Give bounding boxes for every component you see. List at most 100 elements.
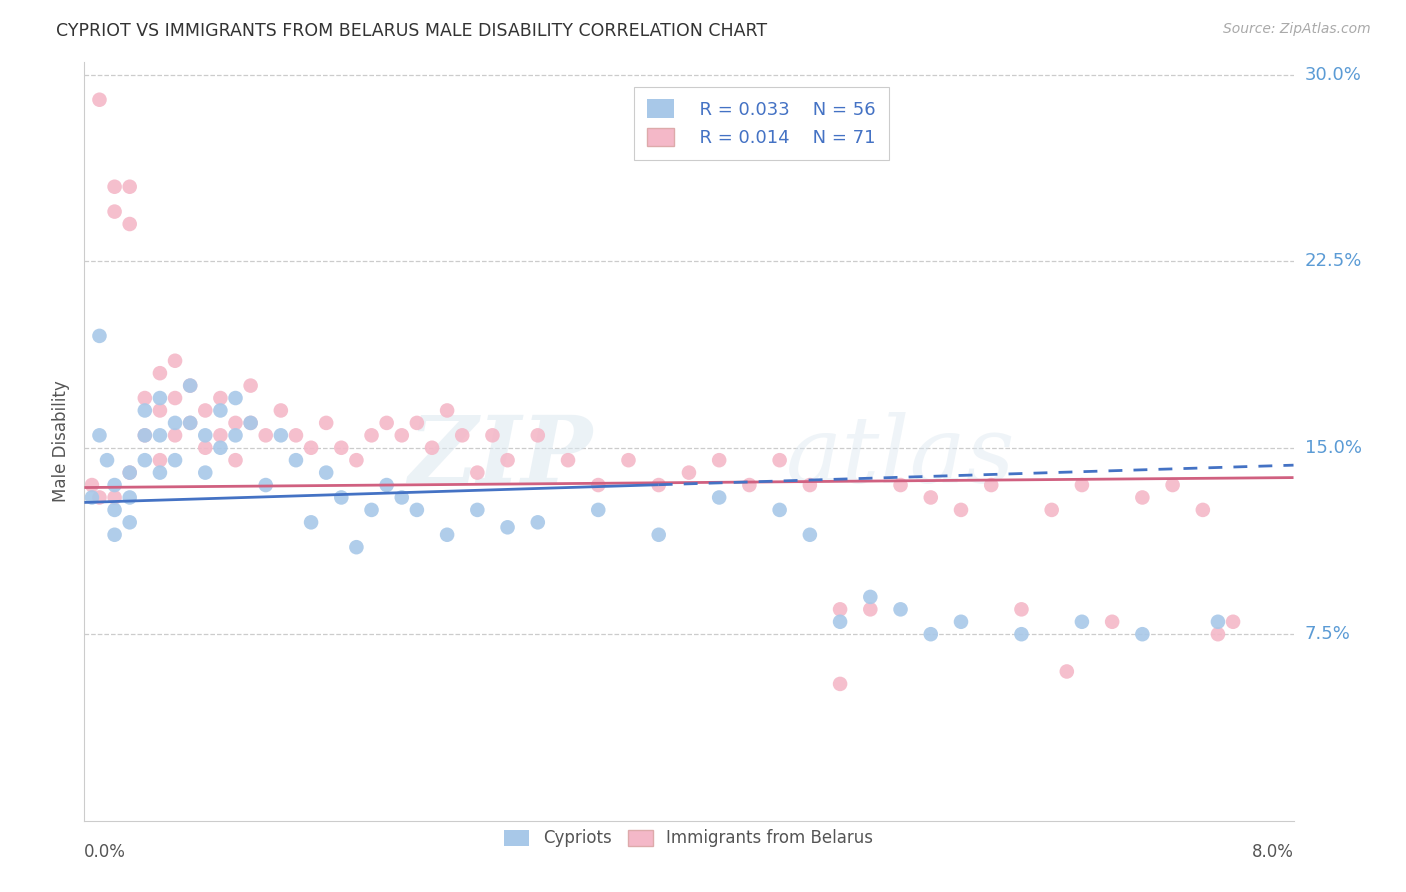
Point — [165, 416, 187, 430]
Point — [270, 428, 292, 442]
Point — [104, 528, 127, 542]
Point — [254, 478, 277, 492]
Point — [920, 627, 942, 641]
Point — [194, 441, 217, 455]
Point — [1132, 491, 1154, 505]
Point — [467, 466, 489, 480]
Point — [118, 466, 141, 480]
Point — [360, 428, 382, 442]
Point — [165, 428, 187, 442]
Point — [89, 491, 111, 505]
Point — [890, 602, 912, 616]
Text: CYPRIOT VS IMMIGRANTS FROM BELARUS MALE DISABILITY CORRELATION CHART: CYPRIOT VS IMMIGRANTS FROM BELARUS MALE … — [56, 22, 768, 40]
Text: 22.5%: 22.5% — [1305, 252, 1362, 270]
Point — [209, 428, 232, 442]
Point — [617, 453, 640, 467]
Point — [80, 491, 103, 505]
Text: 7.5%: 7.5% — [1305, 625, 1351, 643]
Point — [406, 503, 429, 517]
Point — [709, 491, 731, 505]
Point — [451, 428, 474, 442]
Text: 30.0%: 30.0% — [1305, 66, 1361, 84]
Point — [330, 441, 353, 455]
Point — [134, 403, 156, 417]
Point — [134, 428, 156, 442]
Point — [89, 428, 111, 442]
Point — [89, 93, 111, 107]
Point — [209, 403, 232, 417]
Point — [436, 528, 458, 542]
Point — [1101, 615, 1123, 629]
Point — [179, 378, 201, 392]
Point — [375, 416, 398, 430]
Point — [104, 478, 127, 492]
Point — [104, 204, 127, 219]
Point — [179, 416, 201, 430]
Point — [391, 491, 413, 505]
Point — [830, 615, 852, 629]
Point — [950, 503, 973, 517]
Point — [830, 602, 852, 616]
Y-axis label: Male Disability: Male Disability — [52, 381, 70, 502]
Point — [165, 391, 187, 405]
Point — [299, 441, 322, 455]
Point — [588, 503, 610, 517]
Point — [709, 453, 731, 467]
Point — [950, 615, 973, 629]
Point — [436, 403, 458, 417]
Point — [285, 453, 308, 467]
Point — [285, 428, 308, 442]
Point — [225, 428, 247, 442]
Point — [149, 403, 172, 417]
Point — [179, 416, 201, 430]
Point — [1071, 478, 1094, 492]
Point — [239, 378, 262, 392]
Point — [330, 491, 353, 505]
Point — [134, 428, 156, 442]
Point — [1161, 478, 1184, 492]
Point — [118, 491, 141, 505]
Point — [239, 416, 262, 430]
Point — [165, 353, 187, 368]
Point — [496, 520, 519, 534]
Point — [225, 391, 247, 405]
Point — [194, 428, 217, 442]
Point — [315, 466, 337, 480]
Point — [134, 391, 156, 405]
Point — [890, 478, 912, 492]
Point — [648, 528, 671, 542]
Point — [239, 416, 262, 430]
Point — [799, 478, 821, 492]
Point — [1206, 615, 1229, 629]
Point — [1222, 615, 1244, 629]
Point — [481, 428, 503, 442]
Point — [104, 179, 127, 194]
Point — [375, 478, 398, 492]
Point — [1056, 665, 1078, 679]
Point — [194, 403, 217, 417]
Text: ZIP: ZIP — [408, 412, 592, 501]
Point — [920, 491, 942, 505]
Point — [149, 391, 172, 405]
Point — [225, 416, 247, 430]
Point — [527, 516, 550, 530]
Point — [769, 503, 792, 517]
Point — [346, 540, 368, 554]
Point — [467, 503, 489, 517]
Point — [149, 453, 172, 467]
Text: atlas: atlas — [786, 412, 1015, 501]
Point — [496, 453, 519, 467]
Point — [557, 453, 579, 467]
Point — [799, 528, 821, 542]
Point — [209, 441, 232, 455]
Point — [830, 677, 852, 691]
Point — [299, 516, 322, 530]
Point — [104, 503, 127, 517]
Point — [270, 403, 292, 417]
Point — [209, 391, 232, 405]
Point — [648, 478, 671, 492]
Point — [1192, 503, 1215, 517]
Point — [254, 428, 277, 442]
Point — [859, 590, 882, 604]
Point — [980, 478, 1002, 492]
